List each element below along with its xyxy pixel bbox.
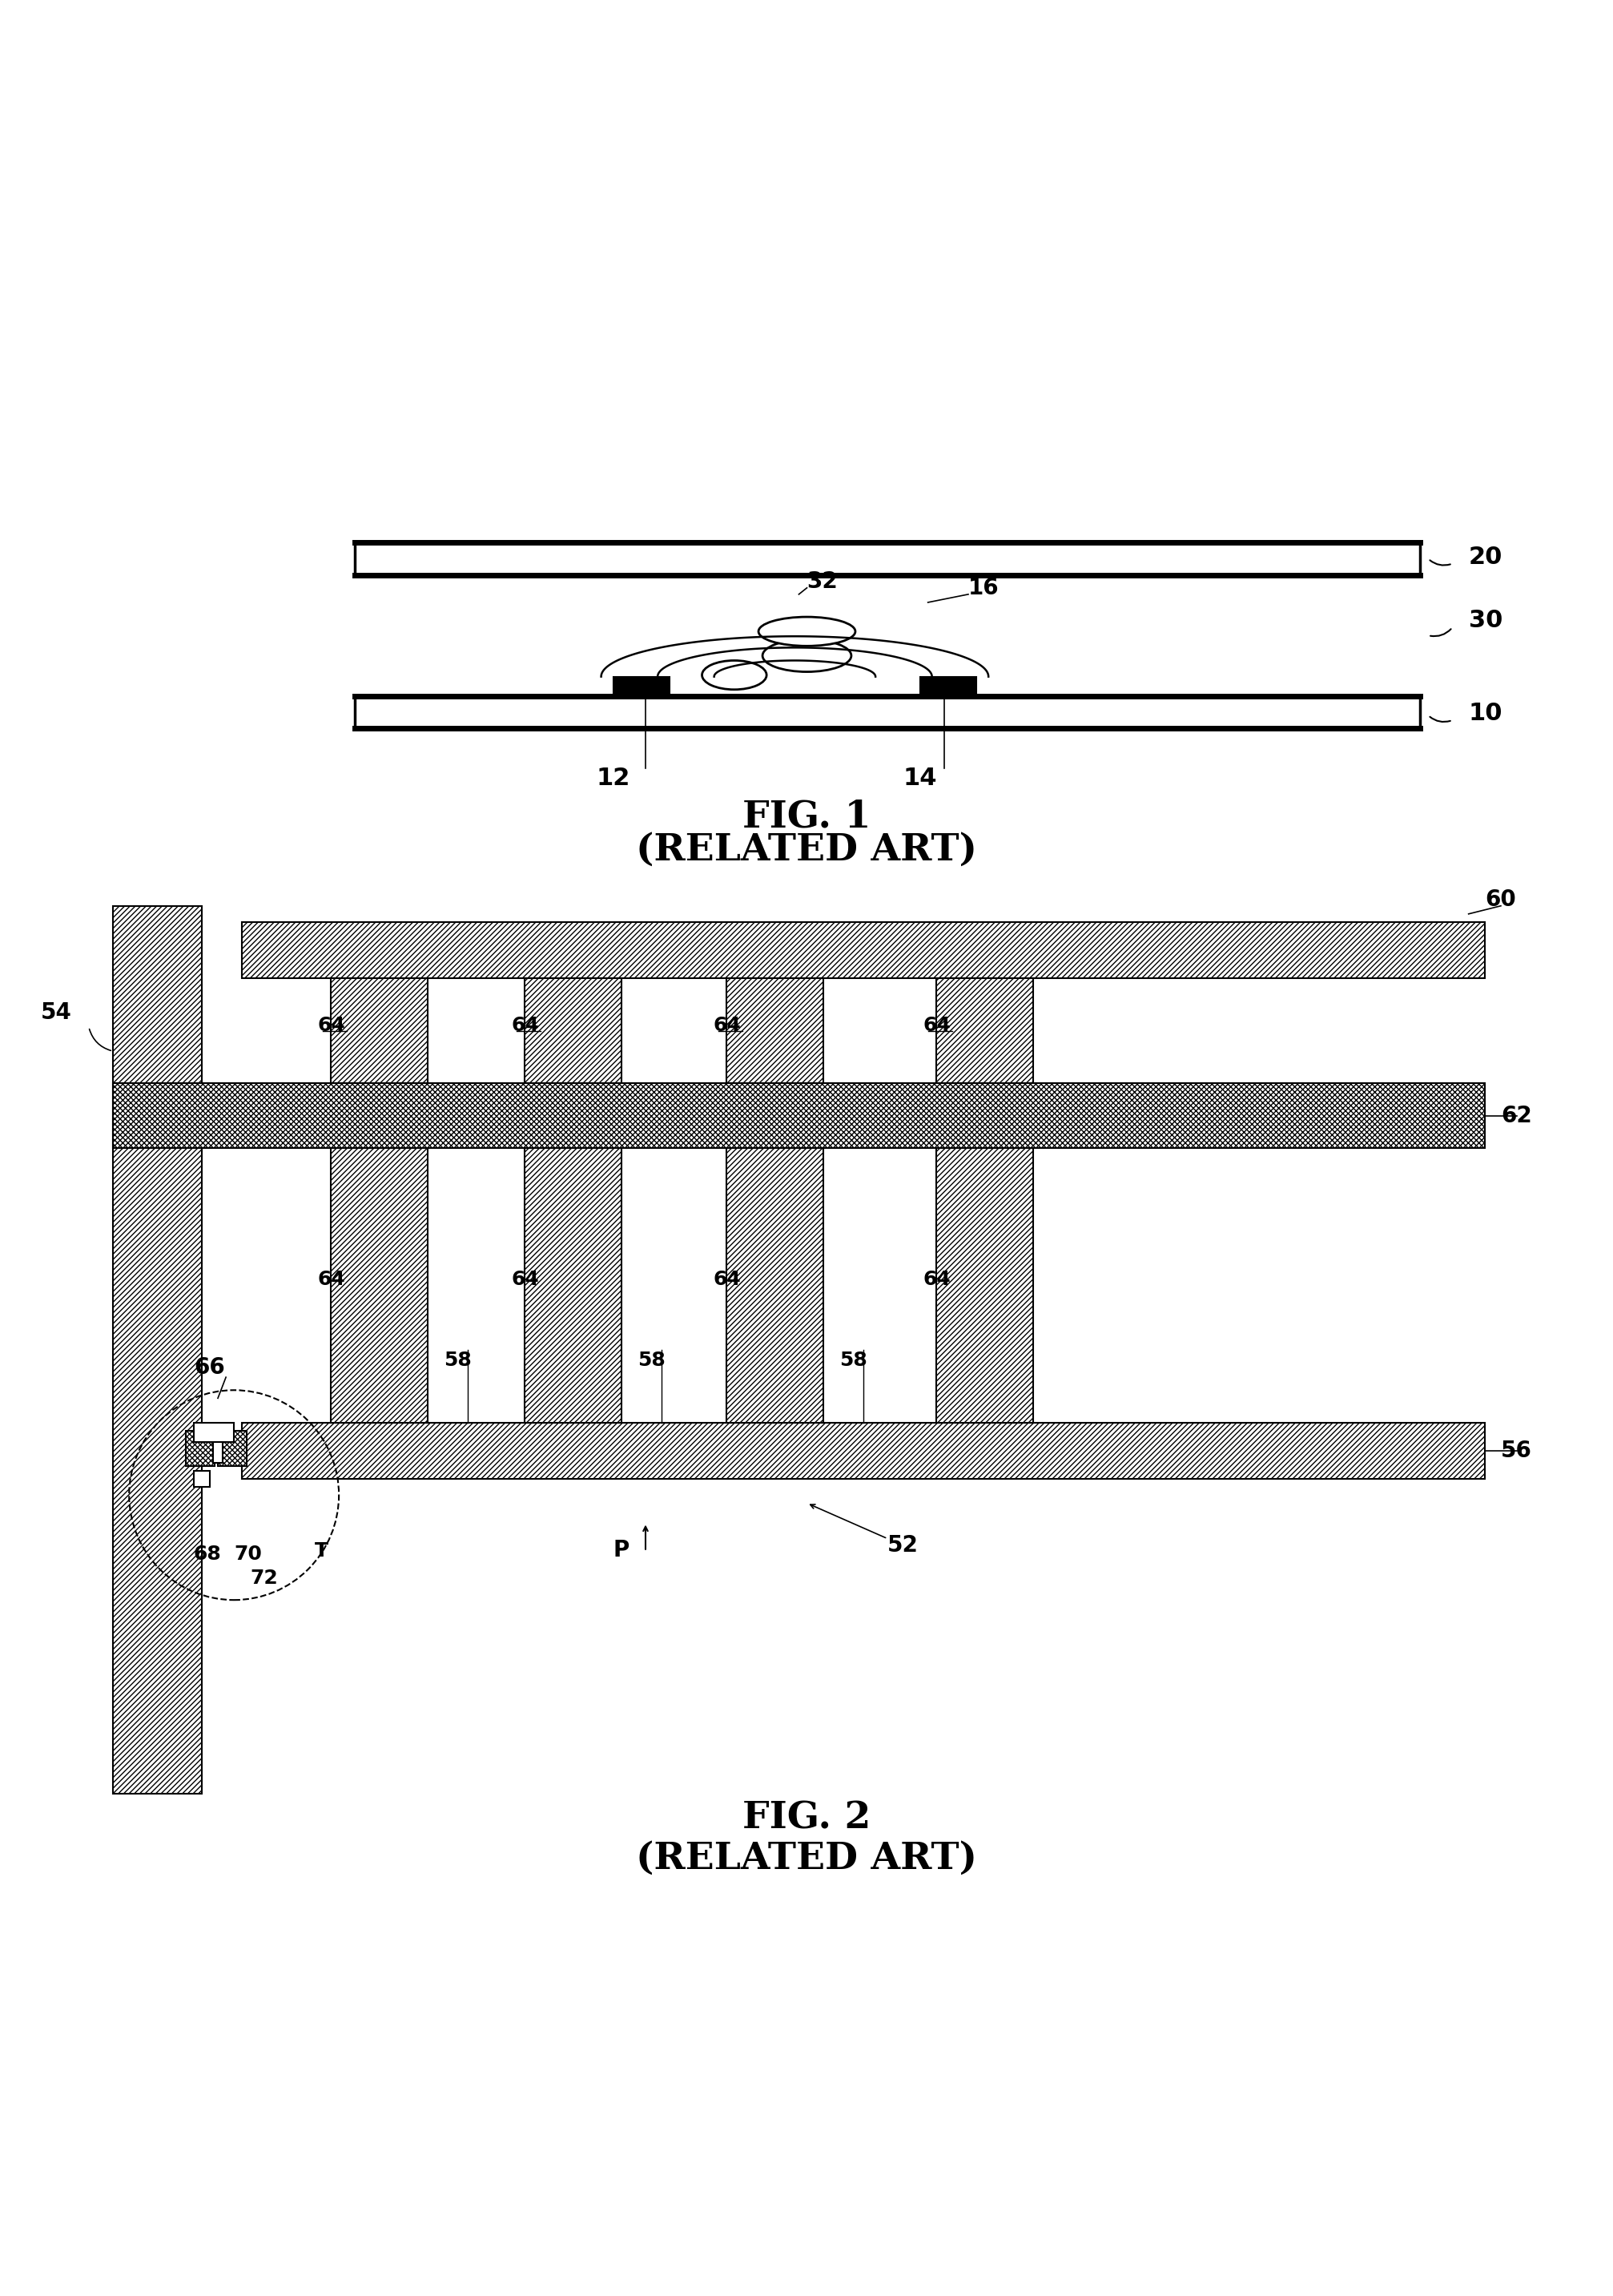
Text: 10: 10 bbox=[1468, 703, 1502, 726]
Text: 56: 56 bbox=[1500, 1440, 1531, 1463]
Text: 60: 60 bbox=[1484, 889, 1515, 912]
Bar bbox=[726, 978, 823, 1084]
Text: 64: 64 bbox=[713, 1015, 740, 1035]
Bar bbox=[213, 1433, 223, 1463]
Text: (RELATED ART): (RELATED ART) bbox=[636, 1839, 977, 1876]
Text: (RELATED ART): (RELATED ART) bbox=[636, 831, 977, 868]
Bar bbox=[194, 1472, 210, 1488]
Text: 32: 32 bbox=[806, 569, 837, 592]
Bar bbox=[355, 542, 1419, 574]
Bar bbox=[355, 696, 1419, 728]
Ellipse shape bbox=[702, 661, 766, 689]
Text: 58: 58 bbox=[839, 1350, 866, 1371]
Text: 64: 64 bbox=[713, 1270, 740, 1290]
Bar bbox=[936, 1148, 1032, 1424]
Text: FIG. 1: FIG. 1 bbox=[742, 799, 871, 836]
Bar bbox=[242, 1424, 1484, 1479]
Bar bbox=[524, 1148, 621, 1424]
Text: 20: 20 bbox=[1468, 544, 1502, 569]
Text: 64: 64 bbox=[923, 1015, 950, 1035]
Ellipse shape bbox=[758, 618, 855, 645]
Text: 70: 70 bbox=[234, 1545, 261, 1564]
Text: 14: 14 bbox=[902, 767, 937, 790]
Text: 64: 64 bbox=[318, 1015, 345, 1035]
Text: FIG. 2: FIG. 2 bbox=[742, 1800, 871, 1837]
Bar bbox=[242, 923, 1484, 978]
Bar bbox=[218, 1430, 247, 1467]
Bar bbox=[936, 978, 1032, 1084]
Text: 16: 16 bbox=[968, 576, 998, 599]
Text: 72: 72 bbox=[250, 1568, 277, 1589]
Text: 58: 58 bbox=[637, 1350, 665, 1371]
Text: 52: 52 bbox=[887, 1534, 918, 1557]
Bar bbox=[331, 1148, 427, 1424]
Bar bbox=[919, 677, 976, 696]
Text: 12: 12 bbox=[595, 767, 631, 790]
Bar bbox=[524, 978, 621, 1084]
Bar bbox=[726, 1148, 823, 1424]
Text: 64: 64 bbox=[318, 1270, 345, 1290]
Bar bbox=[194, 1424, 234, 1442]
Ellipse shape bbox=[761, 641, 852, 673]
Text: 64: 64 bbox=[923, 1270, 950, 1290]
Text: 66: 66 bbox=[194, 1357, 224, 1380]
Text: 64: 64 bbox=[511, 1270, 539, 1290]
Text: T: T bbox=[315, 1541, 327, 1561]
Text: P: P bbox=[613, 1538, 629, 1561]
Bar bbox=[331, 978, 427, 1084]
Text: 68: 68 bbox=[194, 1545, 221, 1564]
Text: 58: 58 bbox=[444, 1350, 471, 1371]
Bar bbox=[185, 1430, 215, 1467]
Bar bbox=[613, 677, 669, 696]
Text: 62: 62 bbox=[1500, 1104, 1531, 1127]
Text: 54: 54 bbox=[40, 1001, 71, 1024]
Bar bbox=[113, 1084, 1484, 1148]
Text: 30: 30 bbox=[1468, 608, 1502, 631]
Text: 64: 64 bbox=[511, 1015, 539, 1035]
Bar bbox=[113, 907, 202, 1793]
